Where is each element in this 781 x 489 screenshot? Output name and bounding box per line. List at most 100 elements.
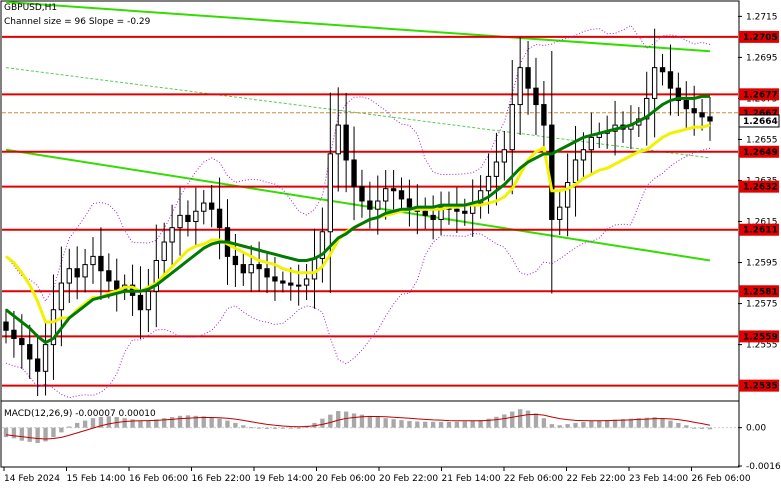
macd-bar [407,421,412,428]
candle-body [208,202,215,210]
macd-bar [415,421,420,428]
y-tick-label: 1.2655 [746,135,778,145]
level-tag [739,285,779,298]
macd-bar [51,427,56,438]
macd-bar [684,425,689,428]
candle-body [683,99,689,110]
macd-bar [90,418,96,428]
y-tick-label: 1.2595 [746,259,778,269]
candle-body [390,188,397,192]
x-tick-label: 16 Feb 22:00 [192,474,251,484]
macd-bar [249,427,254,429]
macd-bar [676,422,681,428]
candle-body [335,124,341,155]
macd-bar [541,418,547,428]
candle-body [82,264,88,278]
macd-bar [589,421,594,428]
candle-body [272,276,278,282]
y-tick-label: 1.2715 [746,12,778,22]
candle-body [11,329,17,339]
candle-body [501,149,508,163]
level-tag-label: 1.2632 [743,183,778,193]
x-tick-label: 20 Feb 06:00 [317,474,376,484]
macd-bar [612,419,618,428]
candle-body [351,159,357,188]
macd-bar [430,421,436,428]
macd-window [2,409,738,444]
price-window [2,1,738,399]
macd-bar [209,417,214,428]
candle-body [248,264,254,274]
candle-body [280,280,286,284]
macd-bar [636,418,641,428]
macd-bar [351,413,357,428]
macd-bar [525,410,531,428]
x-tick-label: 14 Feb 2024 [4,474,60,484]
candle-body [153,259,159,292]
level-tag-label: 1.2581 [743,287,778,297]
candle-body [264,268,270,278]
candle-body [454,208,460,212]
macd-bar [668,420,673,428]
macd-tick-label: -0.00162 [746,462,781,472]
macd-bar [565,424,570,428]
macd-bar [423,421,428,428]
candle-body [42,344,49,372]
macd-bar [82,420,88,428]
macd-bar [185,415,191,428]
macd-bar [510,411,515,428]
candle-body [256,264,262,270]
level-tag [739,88,779,101]
candle-body [675,87,682,101]
candle-body [493,161,500,177]
candle-body [707,116,713,122]
macd-bar [502,414,507,428]
candle-body [651,67,658,99]
macd-bar [169,417,175,428]
candle-body [161,241,167,261]
candle-body [137,294,144,311]
macd-bar [581,421,586,428]
candle-body [485,175,492,192]
candle-body [185,214,191,223]
macd-bar [106,416,112,428]
level-tag-label: 1.2677 [743,90,778,100]
macd-bar [146,420,151,428]
candle-body [327,153,333,233]
candle-body [232,255,239,266]
macd-bar [193,415,199,428]
candle-body [644,97,650,120]
candle-body [295,284,302,287]
macd-bar [438,421,444,428]
level-tag-label: 1.2667 [743,109,778,119]
macd-bar [470,421,475,428]
macd-bar [264,427,270,429]
candle-body [311,257,318,280]
candle-body [303,278,310,286]
candle-body [383,188,389,202]
candle-body [659,67,666,73]
candle-body [525,67,531,89]
macd-bar [454,421,460,428]
level-tag [739,145,779,158]
x-tick-label: 16 Feb 06:00 [129,474,188,484]
macd-bar [162,418,167,428]
candle-body [430,214,436,220]
macd-bar [707,427,713,430]
candle-body [90,255,96,266]
level-tag [739,30,779,43]
macd-bar [98,417,104,428]
macd-bar [359,414,365,428]
candle-body [343,124,349,161]
macd-tick-label: 0.00 [746,424,766,434]
candle-body [517,67,523,106]
y-tick-label: 1.2695 [746,53,778,63]
candle-body [564,182,571,208]
macd-bar [486,418,491,428]
candle-body [699,112,705,118]
y-tick-label: 1.2555 [746,341,778,351]
macd-bar [122,418,127,428]
macd-bar [533,413,539,428]
candle-body [74,268,80,278]
